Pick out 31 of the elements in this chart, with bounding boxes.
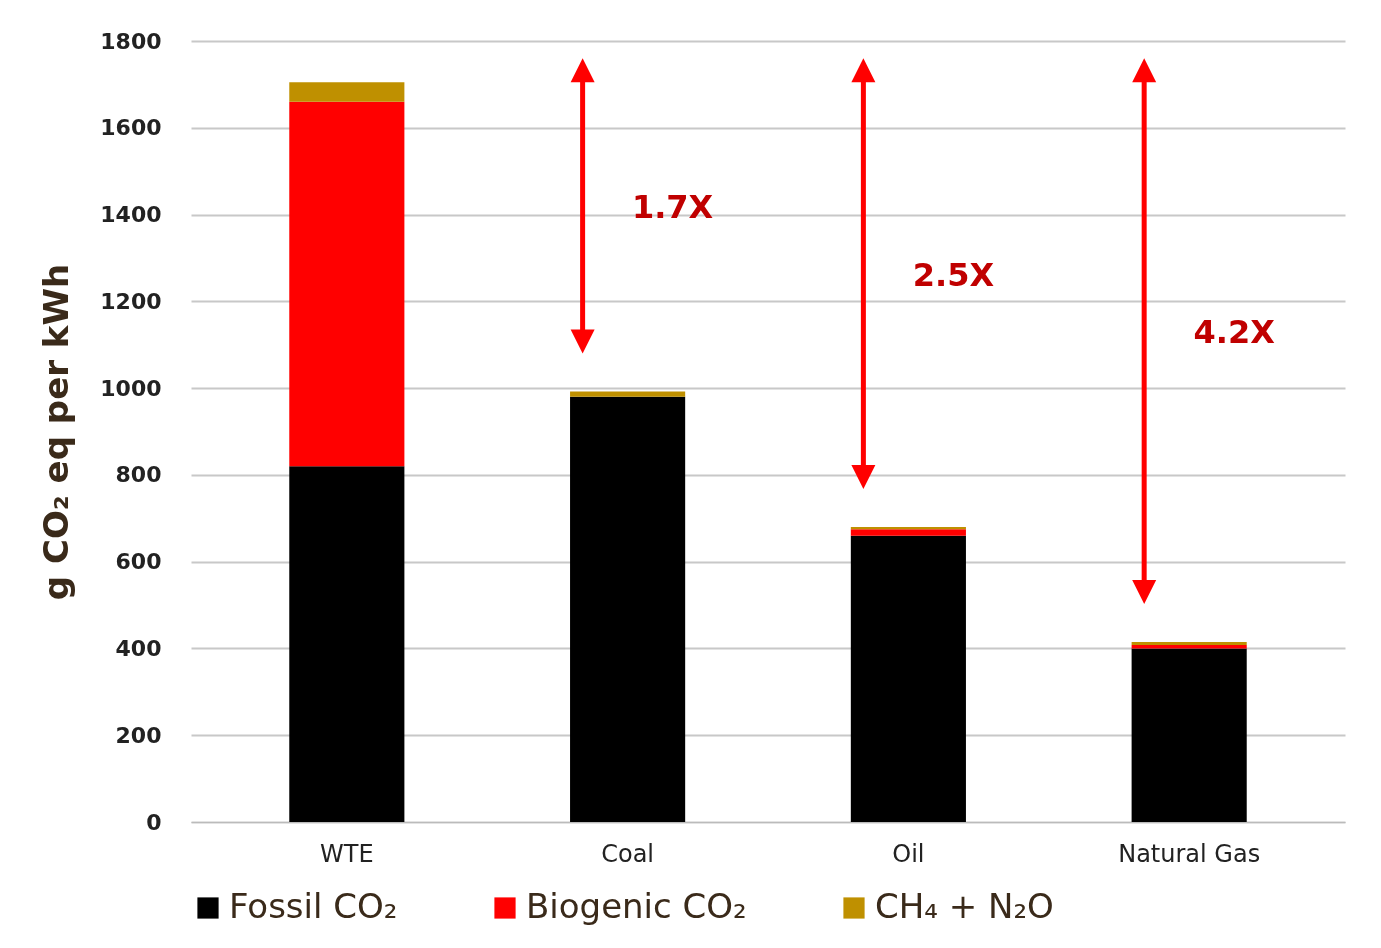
bar bbox=[1131, 641, 1247, 645]
bar bbox=[289, 82, 405, 102]
annotation: 4.2X bbox=[1193, 313, 1276, 352]
annotation: 2.5X bbox=[912, 255, 995, 294]
y-tick-label: 1400 bbox=[100, 202, 162, 228]
bar bbox=[850, 526, 966, 530]
annotation: 1.7X bbox=[631, 187, 714, 226]
bar bbox=[850, 529, 966, 536]
x-tick-label: Oil bbox=[892, 839, 925, 868]
bar bbox=[570, 396, 686, 822]
y-tick-label: 1800 bbox=[100, 28, 162, 54]
legend-label: Biogenic CO₂ bbox=[526, 886, 747, 926]
bar bbox=[289, 466, 405, 822]
y-tick-label: 1600 bbox=[100, 115, 162, 141]
x-tick-label: Coal bbox=[601, 839, 655, 868]
y-tick-label: 0 bbox=[146, 809, 162, 835]
y-tick-label: 400 bbox=[115, 635, 162, 661]
legend-label: CH₄ + N₂O bbox=[875, 886, 1054, 926]
y-tick-label: 800 bbox=[115, 462, 162, 488]
bar bbox=[570, 391, 686, 397]
bar bbox=[850, 535, 966, 822]
x-tick-label: WTE bbox=[320, 839, 374, 868]
bar bbox=[289, 101, 405, 467]
y-tick-label: 1000 bbox=[100, 375, 162, 401]
legend-label: Fossil CO₂ bbox=[229, 886, 398, 926]
y-axis-title: g CO₂ eq per kWh bbox=[36, 263, 77, 601]
x-tick-label: Natural Gas bbox=[1118, 839, 1261, 868]
bar bbox=[1131, 648, 1247, 822]
y-tick-label: 200 bbox=[115, 722, 162, 748]
y-tick-label: 600 bbox=[115, 549, 162, 575]
y-tick-label: 1200 bbox=[100, 288, 162, 314]
